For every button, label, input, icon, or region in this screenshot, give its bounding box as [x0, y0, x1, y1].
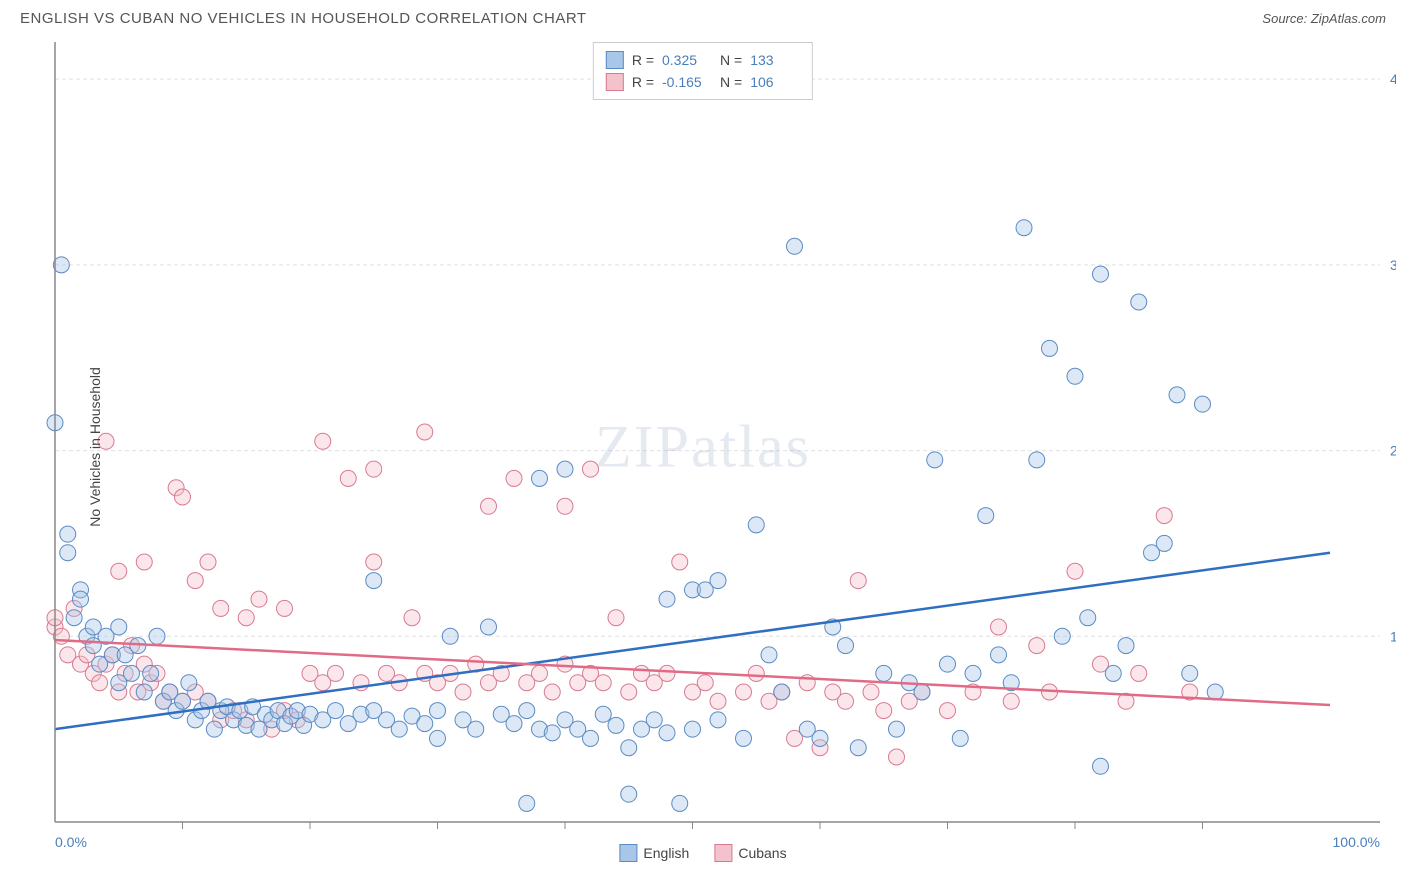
swatch-cubans-icon	[714, 844, 732, 862]
legend-item-english: English	[619, 844, 689, 862]
legend-row-cubans: R = -0.165 N = 106	[606, 71, 800, 93]
legend-row-english: R = 0.325 N = 133	[606, 49, 800, 71]
y-axis-label: No Vehicles in Household	[87, 367, 103, 527]
svg-text:40.0%: 40.0%	[1390, 71, 1396, 87]
swatch-english	[606, 51, 624, 69]
series-legend: English Cubans	[619, 844, 786, 862]
swatch-english-icon	[619, 844, 637, 862]
svg-text:10.0%: 10.0%	[1390, 628, 1396, 644]
source-attribution: Source: ZipAtlas.com	[1262, 11, 1386, 26]
correlation-legend: R = 0.325 N = 133 R = -0.165 N = 106	[593, 42, 813, 100]
header: ENGLISH VS CUBAN NO VEHICLES IN HOUSEHOL…	[10, 10, 1396, 32]
chart-title: ENGLISH VS CUBAN NO VEHICLES IN HOUSEHOL…	[20, 10, 587, 27]
scatter-chart: 10.0% 20.0% 30.0% 40.0% 0.0% 100.0%	[10, 32, 1396, 862]
svg-text:0.0%: 0.0%	[55, 834, 87, 850]
swatch-cubans	[606, 73, 624, 91]
svg-text:100.0%: 100.0%	[1333, 834, 1380, 850]
legend-item-cubans: Cubans	[714, 844, 786, 862]
source-link[interactable]: ZipAtlas.com	[1311, 11, 1386, 26]
chart-container: No Vehicles in Household 10.0% 20.0% 30.0%…	[10, 32, 1396, 862]
svg-text:20.0%: 20.0%	[1390, 443, 1396, 459]
svg-text:30.0%: 30.0%	[1390, 257, 1396, 273]
